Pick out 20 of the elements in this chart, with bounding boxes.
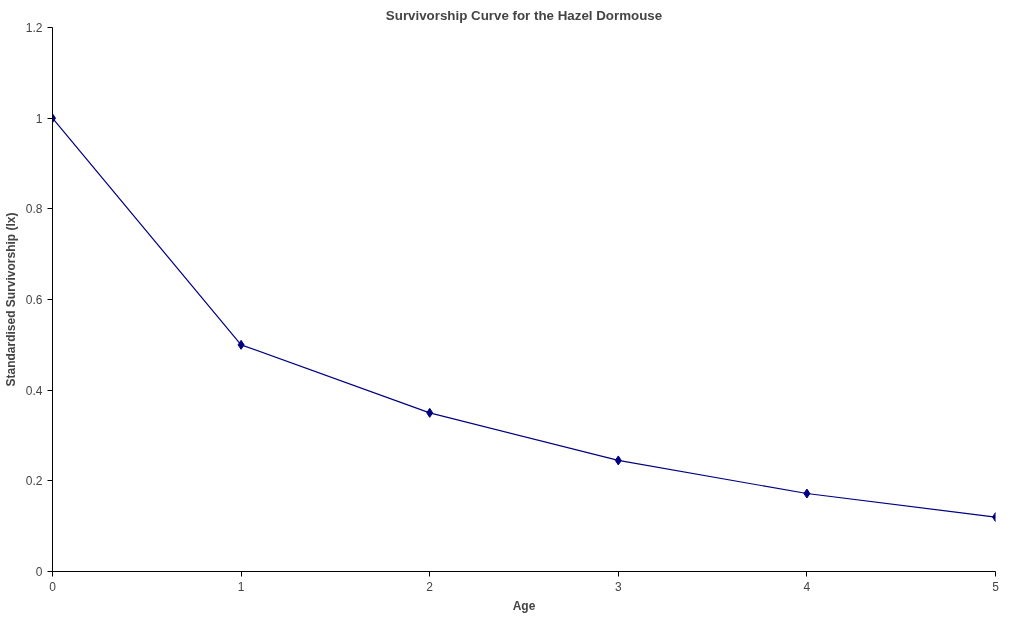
y-tick-label: 1.2 bbox=[25, 21, 43, 35]
point bbox=[426, 407, 434, 418]
x-tick-label: 4 bbox=[803, 579, 811, 594]
point bbox=[614, 455, 622, 466]
y-tick-label: 0.8 bbox=[25, 202, 43, 217]
x-tick-label: 0 bbox=[49, 579, 57, 594]
x-tick-label: 2 bbox=[426, 579, 434, 594]
x-tick-label: 3 bbox=[614, 579, 622, 594]
y-tick-label: 0 bbox=[35, 565, 43, 579]
y-axis-title: Standardised Survivorship (lx) bbox=[3, 212, 18, 387]
x-tick-label: 1 bbox=[237, 579, 245, 594]
y-tick-label: 1 bbox=[35, 111, 43, 126]
chart-title: Survivorship Curve for the Hazel Dormouse bbox=[385, 7, 663, 23]
point bbox=[237, 339, 245, 350]
point bbox=[803, 488, 811, 499]
x-tick-label: 5 bbox=[992, 579, 1000, 594]
y-tick-label: 0.4 bbox=[25, 383, 43, 398]
y-tick-label: 0.2 bbox=[25, 474, 43, 489]
y-tick-label: 0.6 bbox=[25, 293, 43, 307]
x-axis-title: Age bbox=[512, 598, 536, 613]
